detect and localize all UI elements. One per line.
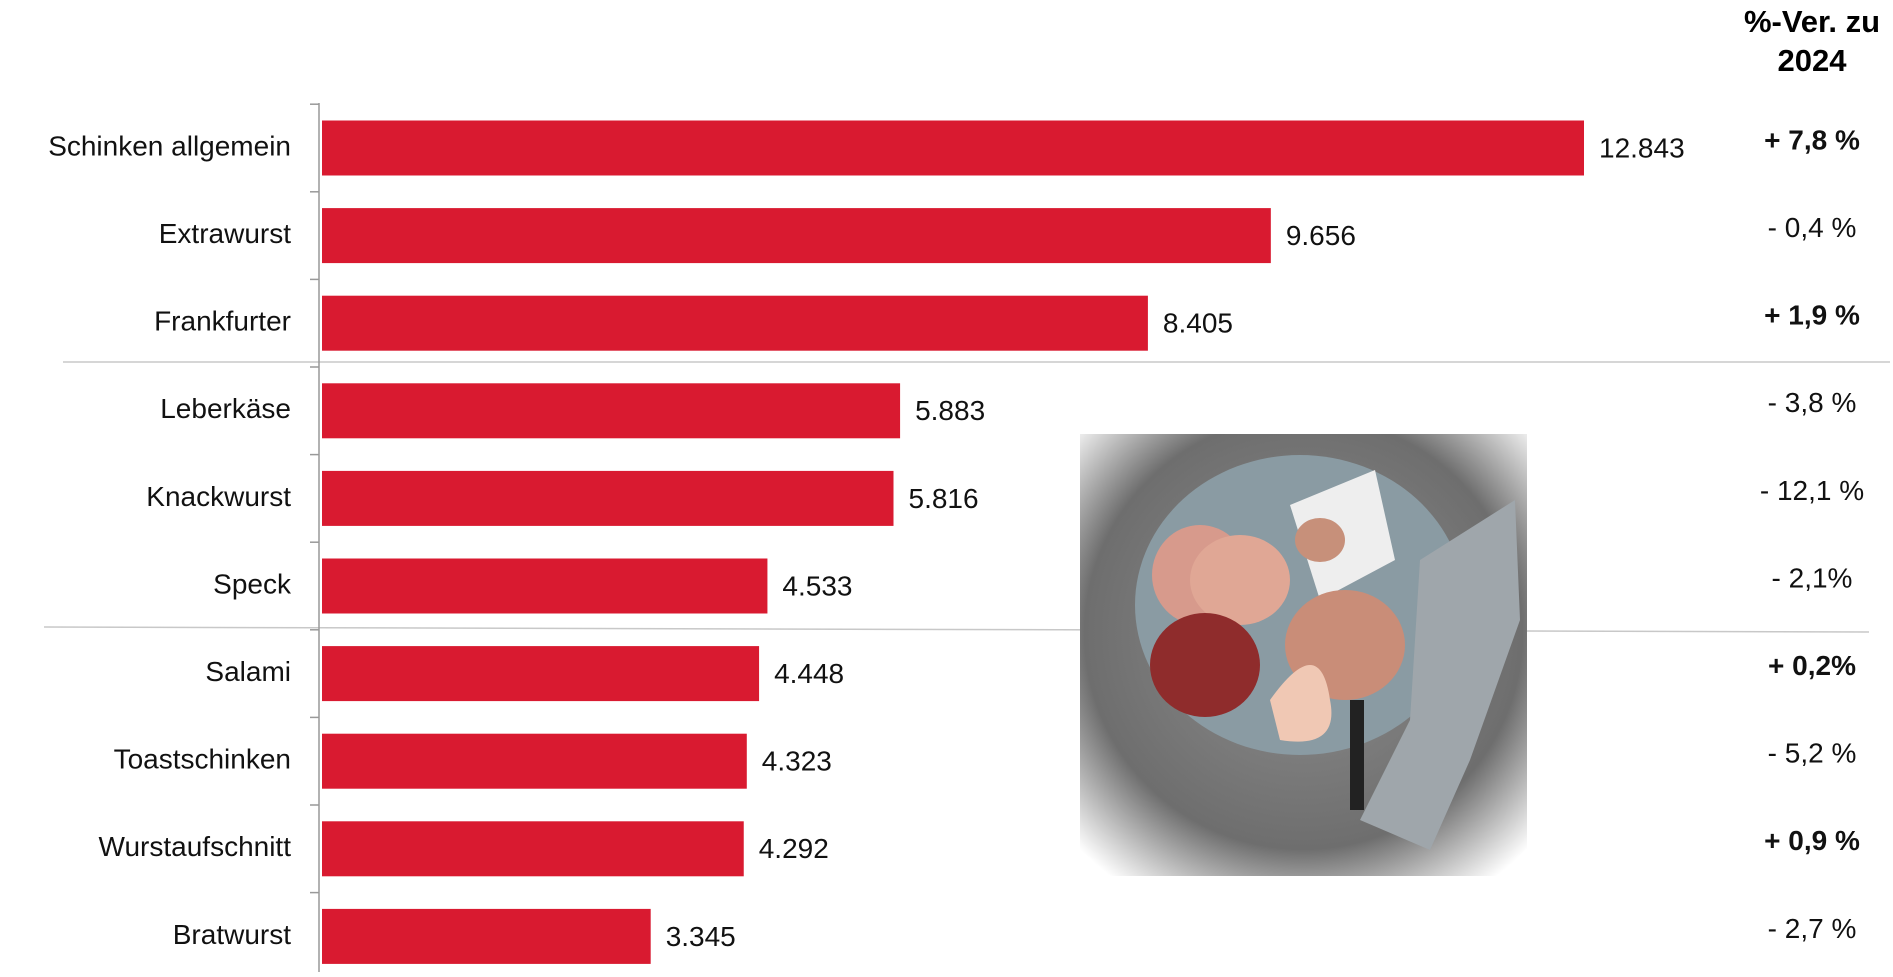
value-label: 5.883 <box>915 395 985 426</box>
bar <box>322 909 651 964</box>
chart: Schinken allgemein 12.843 + 7,8 % Extrawurs… <box>0 0 1893 972</box>
change-label: + 1,9 % <box>1764 300 1860 331</box>
change-label: - 3,8 % <box>1768 387 1857 418</box>
change-label: + 7,8 % <box>1764 124 1860 155</box>
value-label: 3.345 <box>666 921 736 952</box>
bar <box>322 646 759 701</box>
category-label: Schinken allgemein <box>48 130 291 161</box>
change-label: - 5,2 % <box>1768 738 1857 769</box>
value-label: 12.843 <box>1599 132 1685 163</box>
value-label: 4.448 <box>774 658 844 689</box>
category-label: Speck <box>213 568 292 599</box>
bar <box>322 471 894 526</box>
bar <box>322 559 767 614</box>
bar <box>322 208 1271 263</box>
change-label: - 2,1% <box>1772 562 1853 593</box>
category-label: Extrawurst <box>159 218 291 249</box>
category-label: Leberkäse <box>160 393 291 424</box>
change-label: - 2,7 % <box>1768 913 1857 944</box>
change-label: + 0,2% <box>1768 650 1856 681</box>
food-photo <box>1080 434 1527 876</box>
category-label: Knackwurst <box>146 481 291 512</box>
category-label: Toastschinken <box>114 744 291 775</box>
change-label: - 12,1 % <box>1760 475 1864 506</box>
value-label: 9.656 <box>1286 220 1356 251</box>
bar <box>322 296 1148 351</box>
bar <box>322 734 747 789</box>
value-label: 4.323 <box>762 746 832 777</box>
category-label: Salami <box>205 656 291 687</box>
value-label: 8.405 <box>1163 308 1233 339</box>
value-label: 5.816 <box>909 483 979 514</box>
change-label: - 0,4 % <box>1768 212 1857 243</box>
change-label: + 0,9 % <box>1764 825 1860 856</box>
category-label: Wurstaufschnitt <box>99 831 292 862</box>
bar <box>322 121 1584 176</box>
change-header: %-Ver. zu 2024 <box>1722 2 1893 80</box>
page: Schinken allgemein 12.843 + 7,8 % Extrawurs… <box>0 0 1893 972</box>
category-label: Frankfurter <box>154 306 291 337</box>
bar <box>322 383 900 438</box>
bar <box>322 821 744 876</box>
category-label: Bratwurst <box>173 919 291 950</box>
value-label: 4.292 <box>759 833 829 864</box>
value-label: 4.533 <box>782 570 852 601</box>
